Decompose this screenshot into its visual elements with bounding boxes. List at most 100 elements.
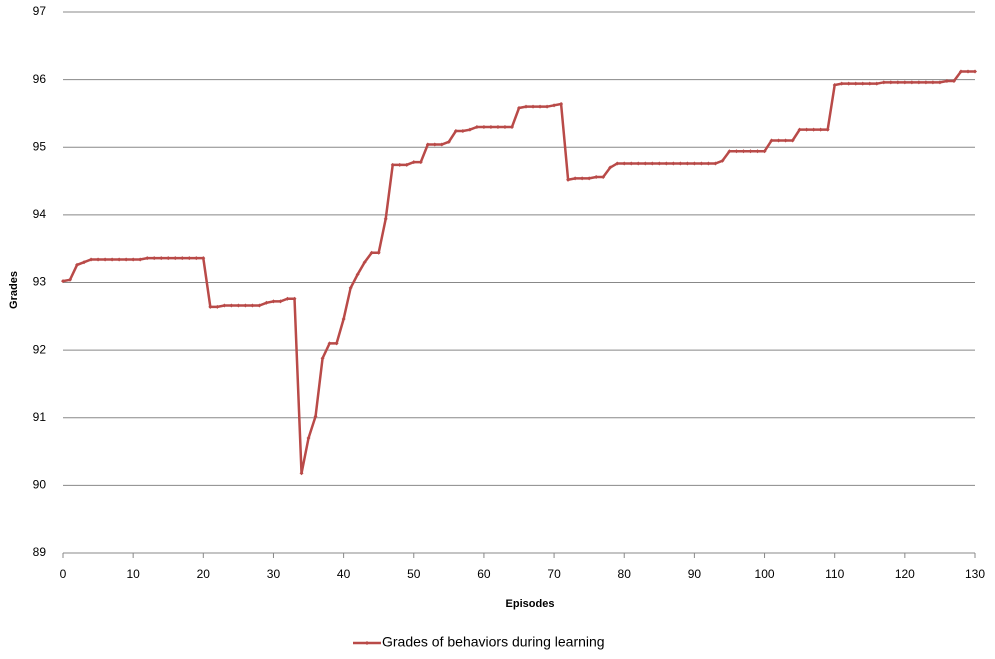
data-point: [236, 303, 241, 308]
data-point: [96, 257, 101, 262]
data-point: [867, 81, 872, 86]
data-point: [874, 81, 879, 86]
data-point: [264, 300, 269, 305]
data-point: [517, 106, 521, 111]
x-tick-label: 120: [895, 567, 915, 581]
data-point: [601, 175, 606, 180]
data-point: [748, 149, 753, 154]
data-point: [629, 161, 634, 166]
x-tick-label: 20: [197, 567, 211, 581]
data-point: [257, 303, 262, 308]
data-point: [734, 149, 739, 154]
data-point: [341, 317, 346, 322]
data-point: [404, 162, 409, 167]
data-point: [650, 161, 655, 166]
data-point: [692, 161, 697, 166]
y-tick-label: 95: [33, 139, 47, 153]
data-point: [559, 101, 564, 106]
data-point: [383, 216, 388, 221]
data-point: [699, 161, 704, 166]
data-point: [958, 69, 963, 74]
legend-label: Grades of behaviors during learning: [382, 634, 605, 650]
data-point: [818, 127, 823, 132]
x-tick-label: 30: [267, 567, 281, 581]
x-tick-label: 100: [755, 567, 775, 581]
data-point: [524, 104, 529, 109]
data-point: [923, 80, 928, 85]
data-point: [299, 471, 304, 476]
data-point: [615, 161, 620, 166]
x-tick-label: 0: [60, 567, 67, 581]
data-point: [832, 83, 837, 88]
data-point: [131, 257, 136, 262]
data-point: [82, 260, 87, 265]
data-point: [362, 260, 367, 265]
data-point: [664, 161, 669, 166]
x-axis-title: Episodes: [506, 598, 555, 610]
data-point: [187, 256, 192, 261]
data-point: [103, 257, 108, 262]
data-point: [888, 80, 893, 85]
data-point: [566, 177, 571, 182]
data-point: [292, 296, 297, 301]
data-point: [643, 161, 648, 166]
x-tick-label: 50: [407, 567, 421, 581]
data-point: [916, 80, 921, 85]
data-point: [608, 165, 613, 170]
data-point: [271, 299, 276, 304]
data-point: [488, 124, 493, 129]
data-point: [706, 161, 711, 166]
y-tick-label: 96: [33, 72, 47, 86]
data-point: [713, 161, 718, 166]
x-tick-label: 60: [477, 567, 491, 581]
data-point: [474, 124, 479, 129]
data-point: [432, 142, 437, 147]
data-point: [552, 103, 557, 108]
data-point: [755, 149, 760, 154]
data-point: [159, 256, 164, 261]
data-point: [671, 161, 676, 166]
data-point: [229, 303, 234, 308]
data-point: [439, 142, 444, 147]
data-point: [495, 124, 500, 129]
data-point: [769, 138, 774, 143]
data-point: [481, 124, 486, 129]
data-point: [166, 256, 171, 261]
data-point: [194, 256, 199, 261]
data-point: [250, 303, 255, 308]
data-point: [811, 127, 816, 132]
data-point: [355, 272, 360, 277]
y-axis-title: Grades: [8, 271, 20, 309]
data-point: [965, 69, 970, 74]
data-point: [138, 257, 143, 262]
data-point: [68, 277, 73, 282]
data-point: [313, 414, 318, 419]
data-point: [327, 341, 332, 346]
data-point: [622, 161, 627, 166]
data-point: [937, 80, 942, 85]
data-point: [467, 127, 472, 132]
data-line: [62, 70, 975, 474]
data-point: [215, 304, 220, 309]
data-point: [278, 299, 283, 304]
data-point: [61, 279, 65, 284]
data-point: [117, 257, 122, 262]
data-point: [531, 104, 536, 109]
y-tick-label: 91: [33, 410, 47, 424]
data-point: [545, 104, 550, 109]
data-point: [790, 138, 795, 143]
data-point: [825, 127, 830, 132]
data-point: [460, 129, 465, 134]
data-point: [89, 257, 94, 262]
data-point: [846, 81, 851, 86]
data-point: [390, 162, 395, 167]
data-point: [208, 304, 213, 309]
data-point: [152, 256, 157, 261]
x-tick-label: 130: [965, 567, 985, 581]
data-point: [173, 256, 178, 261]
data-point: [944, 78, 949, 83]
data-point: [75, 262, 80, 267]
legend-marker: [365, 641, 369, 645]
data-point: [201, 256, 206, 261]
data-point: [145, 256, 150, 261]
